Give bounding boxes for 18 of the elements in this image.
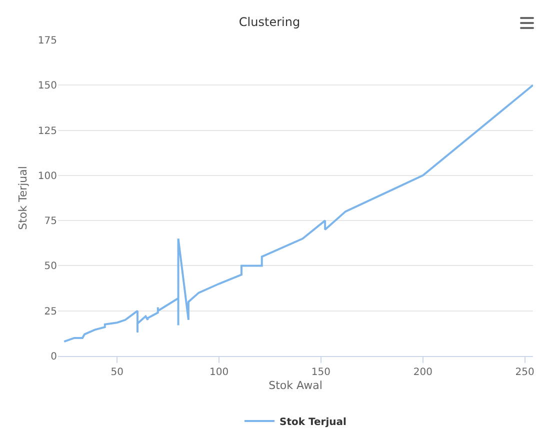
- x-tick-label: 50: [110, 367, 124, 378]
- x-tick-label: 100: [210, 367, 229, 378]
- line-series: [63, 84, 533, 343]
- y-tick-label: 25: [44, 306, 57, 318]
- y-tick-label: 50: [44, 261, 57, 272]
- y-tick-label: 100: [38, 170, 57, 182]
- x-tick-label: 200: [413, 367, 432, 378]
- y-tick-label: 0: [50, 352, 57, 362]
- x-axis-title: Stok Awal: [268, 379, 322, 392]
- x-tick-label: 150: [311, 367, 331, 378]
- y-tick-label: 125: [38, 126, 57, 137]
- chart-title: Clustering: [238, 15, 300, 30]
- y-axis-title: Stok Terjual: [16, 166, 30, 230]
- legend-label: Stok Terjual: [280, 416, 346, 428]
- x-tick-label: 250: [515, 367, 534, 378]
- y-tick-label: 75: [44, 216, 57, 228]
- y-tick-label: 150: [38, 80, 57, 92]
- y-tick-label: 175: [38, 36, 57, 46]
